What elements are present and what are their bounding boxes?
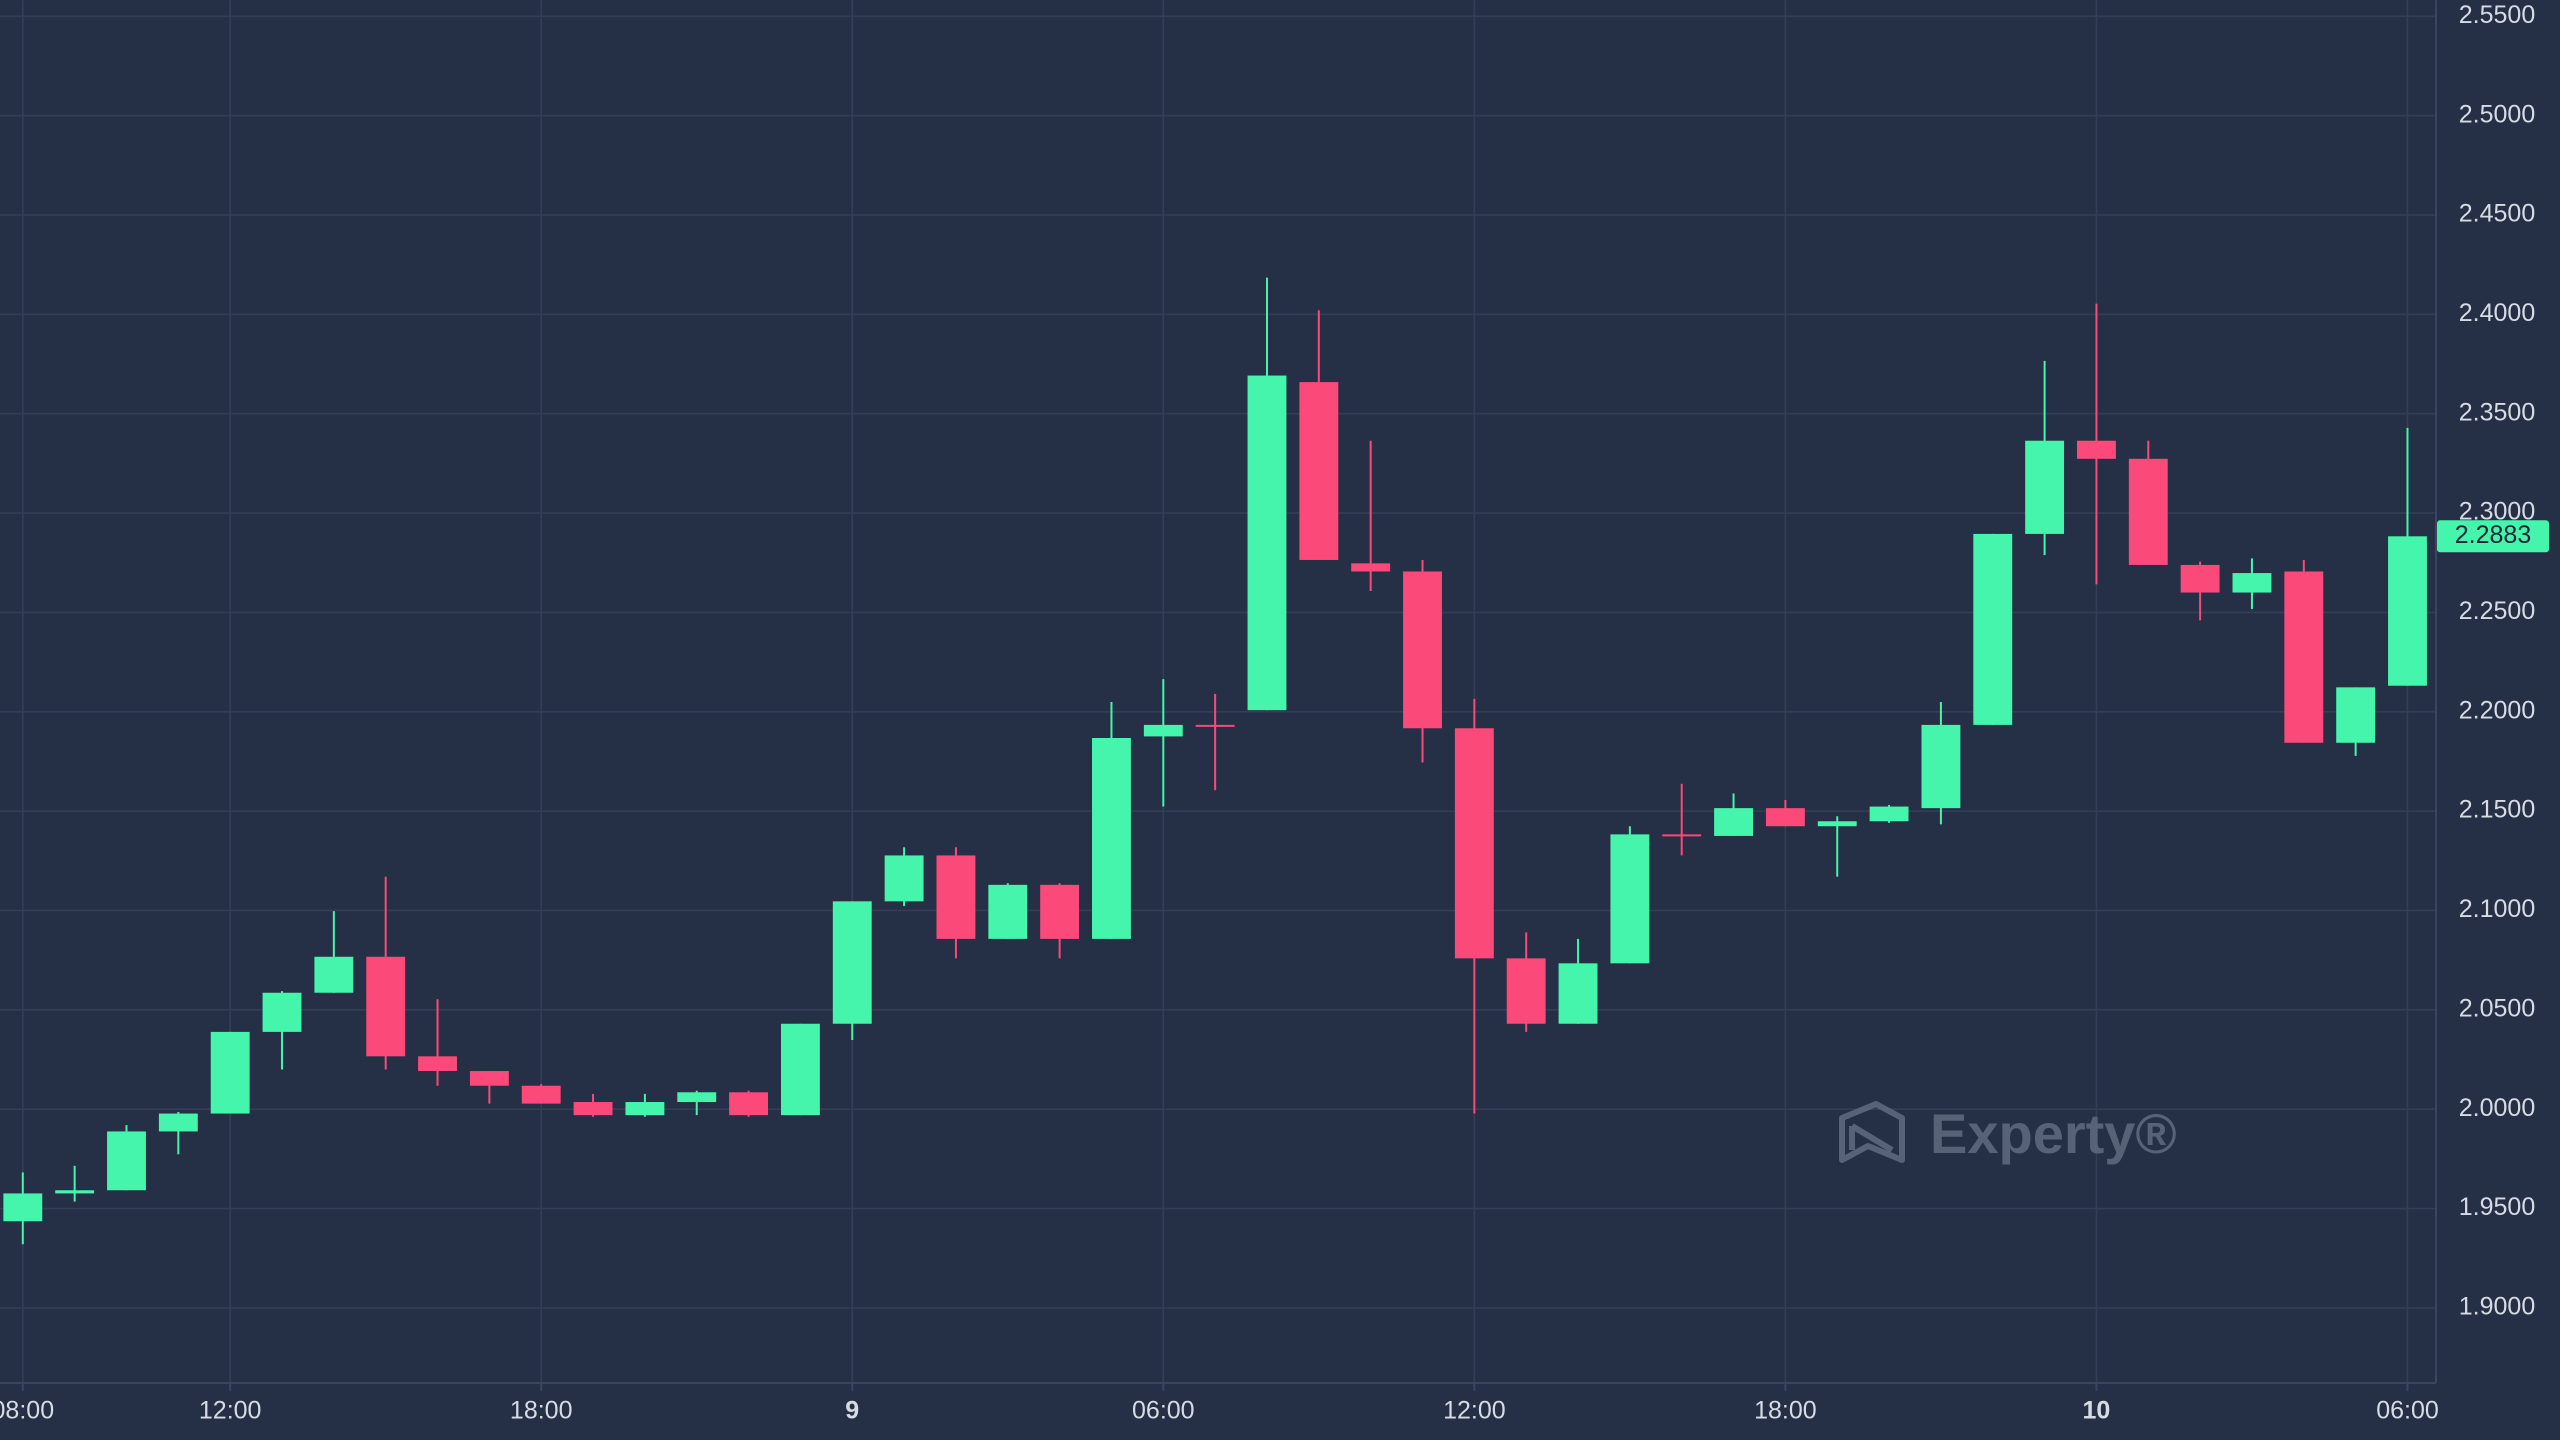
candle-body bbox=[418, 1056, 457, 1072]
candle-body bbox=[625, 1102, 665, 1116]
y-tick-label: 2.3500 bbox=[2459, 398, 2535, 426]
candle-body bbox=[1299, 382, 1339, 560]
candle-body bbox=[366, 956, 406, 1057]
candle-body bbox=[884, 855, 924, 902]
candle-body bbox=[729, 1092, 769, 1116]
candle-body bbox=[936, 855, 976, 939]
grid bbox=[0, 0, 2436, 1383]
y-tick-label: 2.0500 bbox=[2459, 994, 2535, 1022]
candle-body bbox=[1973, 533, 2013, 725]
candle-body bbox=[2077, 440, 2116, 459]
x-tick-label: 12:00 bbox=[199, 1397, 262, 1425]
candle-body bbox=[210, 1031, 250, 1114]
candle-body bbox=[55, 1190, 95, 1194]
y-tick-label: 1.9500 bbox=[2459, 1193, 2535, 1221]
candle-body bbox=[521, 1085, 561, 1104]
candle-body bbox=[832, 901, 872, 1024]
candle-body bbox=[677, 1092, 717, 1103]
y-tick-label: 2.2500 bbox=[2459, 597, 2535, 625]
y-tick-label: 2.5000 bbox=[2459, 100, 2535, 128]
x-tick-label: 9 bbox=[845, 1397, 859, 1425]
candle-body bbox=[1195, 724, 1235, 727]
candle-body bbox=[1610, 834, 1650, 964]
candle-body bbox=[573, 1102, 613, 1116]
y-tick-label: 2.5500 bbox=[2459, 1, 2535, 29]
candle-body bbox=[1506, 958, 1546, 1024]
candle-body bbox=[314, 956, 354, 993]
last-price-label: 2.2883 bbox=[2455, 521, 2531, 549]
x-tick-label: 12:00 bbox=[1443, 1397, 1506, 1425]
y-tick-label: 2.1500 bbox=[2459, 796, 2535, 824]
candle-body bbox=[2388, 536, 2427, 686]
candle-body bbox=[1817, 821, 1857, 827]
y-tick-label: 1.9000 bbox=[2459, 1292, 2535, 1320]
candle-body bbox=[2180, 564, 2220, 593]
candle-body bbox=[3, 1193, 43, 1222]
candle-body bbox=[2128, 458, 2168, 565]
candle-body bbox=[2284, 571, 2324, 743]
candle-body bbox=[1765, 808, 1805, 827]
candle-body bbox=[2025, 440, 2065, 534]
candle-body bbox=[1714, 808, 1753, 836]
y-tick-label: 2.2000 bbox=[2459, 696, 2535, 724]
candle-body bbox=[1869, 806, 1909, 822]
y-tick-label: 2.1000 bbox=[2459, 895, 2535, 923]
x-tick-label: 18:00 bbox=[1754, 1397, 1817, 1425]
candle-body bbox=[780, 1023, 820, 1116]
x-tick-label: 10 bbox=[2083, 1397, 2111, 1425]
candle-body bbox=[262, 992, 302, 1032]
watermark: Experty® bbox=[1839, 1101, 2177, 1165]
candle-body bbox=[1662, 834, 1702, 837]
candle-body bbox=[158, 1113, 198, 1132]
candle-body bbox=[1040, 884, 1080, 939]
x-tick-label: 06:00 bbox=[1132, 1397, 1195, 1425]
y-tick-label: 2.4000 bbox=[2459, 299, 2535, 327]
candle-body bbox=[1921, 724, 1961, 809]
candle-body bbox=[107, 1131, 146, 1191]
y-tick-label: 2.4500 bbox=[2459, 200, 2535, 228]
candle-body bbox=[1143, 724, 1183, 737]
candle-body bbox=[469, 1071, 509, 1086]
candle-body bbox=[2232, 573, 2272, 593]
candle-body bbox=[2336, 687, 2376, 743]
watermark-icon bbox=[1839, 1101, 1905, 1163]
x-tick-label: 18:00 bbox=[510, 1397, 573, 1425]
candle-body bbox=[1558, 963, 1598, 1024]
candle-body bbox=[988, 884, 1028, 939]
candle-body bbox=[1092, 737, 1131, 939]
candle-body bbox=[1351, 563, 1391, 572]
y-tick-label: 2.0000 bbox=[2459, 1094, 2535, 1122]
last-price-tag bbox=[2437, 520, 2549, 553]
watermark-text: Experty® bbox=[1930, 1102, 2177, 1165]
candle-body bbox=[1247, 375, 1287, 711]
x-tick-label: 08:00 bbox=[0, 1397, 54, 1425]
candles bbox=[3, 277, 2427, 1245]
x-tick-label: 06:00 bbox=[2376, 1397, 2439, 1425]
candle-body bbox=[1454, 728, 1494, 959]
candle-body bbox=[1403, 571, 1442, 729]
